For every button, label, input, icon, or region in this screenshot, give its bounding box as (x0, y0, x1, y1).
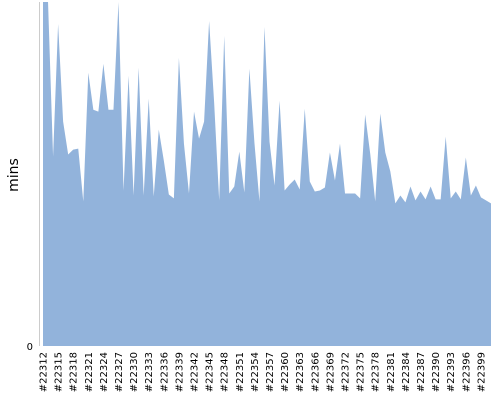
x-ticks: #22312 #22315 #22318 #22321 #22324 #22327 #223… (39, 352, 488, 392)
x-tick-label: #22390 (431, 352, 442, 392)
x-tick-label: #22366 (310, 352, 321, 392)
y-tick-label: 0 (27, 342, 33, 353)
x-tick-label: #22312 (39, 352, 50, 392)
x-tick-label: #22318 (69, 352, 80, 392)
x-tick-label: #22324 (99, 352, 110, 392)
x-tick-label: #22348 (220, 352, 231, 392)
plot-area (43, 2, 491, 346)
x-tick-label: #22321 (84, 352, 95, 392)
x-tick-label: #22375 (356, 352, 367, 392)
x-tick-label: #22399 (476, 352, 487, 392)
x-tick-label: #22330 (129, 352, 140, 392)
x-tick-label: #22384 (401, 352, 412, 392)
x-tick-label: #22360 (280, 352, 291, 392)
x-tick-label: #22378 (371, 352, 382, 392)
series-area (43, 2, 491, 346)
x-tick-label: #22354 (250, 352, 261, 392)
x-tick-label: #22336 (159, 352, 170, 392)
x-tick-label: #22381 (386, 352, 397, 392)
x-tick-label: #22372 (341, 352, 352, 392)
x-tick-label: #22342 (190, 352, 201, 392)
x-tick-label: #22345 (205, 352, 216, 392)
x-tick-label: #22357 (265, 352, 276, 392)
y-ticks: 0 (27, 342, 33, 353)
x-tick-label: #22396 (461, 352, 472, 392)
y-axis-label: mins (6, 158, 22, 192)
x-tick-label: #22333 (144, 352, 155, 392)
x-tick-label: #22393 (446, 352, 457, 392)
x-tick-label: #22351 (235, 352, 246, 392)
x-tick-label: #22315 (54, 352, 65, 392)
x-tick-label: #22327 (114, 352, 125, 392)
x-tick-label: #22363 (295, 352, 306, 392)
x-tick-label: #22369 (325, 352, 336, 392)
x-tick-label: #22387 (416, 352, 427, 392)
x-tick-label: #22339 (174, 352, 185, 392)
